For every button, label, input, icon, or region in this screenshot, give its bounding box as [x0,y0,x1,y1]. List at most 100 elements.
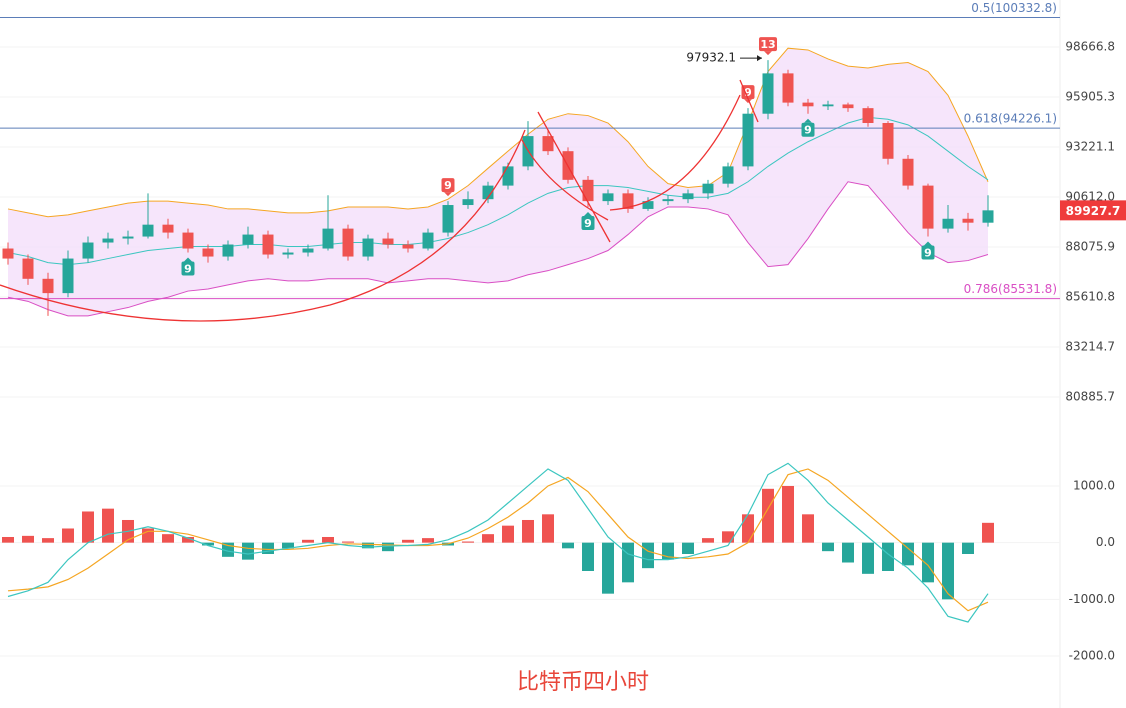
macd-bar [902,542,914,566]
y-tick-label: 93221.1 [1065,139,1115,153]
y-tick-label: 98666.8 [1065,39,1115,53]
candle-body [302,248,314,253]
candle-body [322,228,334,249]
macd-bar [702,538,714,543]
candle-body [862,108,874,123]
candle-body [2,248,14,259]
last-price-label: 89927.7 [1066,204,1121,218]
trend-line [739,79,759,123]
y-tick-label: 0.0 [1096,535,1115,549]
macd-bar [682,542,694,554]
band-upper [7,47,989,218]
td-marker-label: 9 [744,86,752,99]
macd-bar [282,542,294,549]
macd-bar [982,522,994,543]
td-marker-tip [584,211,592,216]
macd-bar [202,542,214,546]
candle-body [362,238,374,257]
td-marker-label: 13 [760,38,775,51]
candle-body [62,258,74,294]
macd-bar [182,536,194,543]
td-marker-label: 9 [804,124,812,137]
candle-body [442,205,454,233]
candle-body [982,210,994,223]
td-marker-tip [804,118,812,123]
td-marker-tip [444,192,452,197]
candle-body [122,236,134,239]
td-marker-label: 9 [444,179,452,192]
macd-bar [242,542,254,560]
candle-body [702,183,714,194]
macd-bar [582,542,594,571]
caption: 比特币四小时 [517,670,649,695]
fib-label: 0.5(100332.8) [971,1,1057,15]
macd-bar [742,514,754,543]
high-label: 97932.1 [686,51,736,65]
macd-bar [802,514,814,543]
macd-bar [482,534,494,543]
td-marker-tip [184,257,192,262]
td-marker [441,178,455,193]
candle-body [382,238,394,245]
candle-body [482,185,494,200]
candle-body [142,224,154,237]
candle-body [602,193,614,202]
candle-body [842,104,854,109]
y-tick-label: 1000.0 [1073,478,1115,492]
candle-body [422,232,434,249]
candle-body [822,104,834,107]
macd-bar [522,519,534,543]
y-tick-label: 85610.8 [1065,290,1115,304]
candle-body [242,234,254,245]
candle-body [762,73,774,114]
macd-bar [322,536,334,543]
macd-bar [82,511,94,543]
td-marker-label: 9 [924,247,932,260]
candle-body [342,228,354,257]
candle-body [742,113,754,167]
candle-body [42,278,54,294]
candle-body [882,122,894,159]
td-marker [759,37,777,52]
td-marker [921,245,935,260]
candle-body [202,248,214,257]
macd-bar [642,542,654,569]
candle-body [162,224,174,233]
macd-bar [782,485,794,543]
candle-body [502,166,514,186]
macd-bar [22,535,34,543]
macd-bar [402,539,414,543]
macd-bar [622,542,634,583]
td-marker-tip [744,99,752,104]
macd-bar [162,534,174,543]
band-mid [7,116,989,266]
drawings [0,79,759,322]
y-tick-label: -2000.0 [1069,649,1115,663]
candle-body [642,201,654,209]
candle-body [82,242,94,259]
macd-bar [2,536,14,543]
macd-bar [822,542,834,552]
macd-bar [62,528,74,543]
candle-body [782,73,794,103]
td-marker-label: 9 [184,263,192,276]
y-tick-label: 80885.7 [1065,390,1115,404]
y-tick-label: 90612.0 [1065,189,1115,203]
macd-bar [882,542,894,571]
candle-body [902,158,914,186]
trend-line [537,111,611,243]
candle-body [102,238,114,243]
macd-bar [342,541,354,543]
macd-bar [302,539,314,543]
high-arrow-head [757,55,762,62]
fib-label: 0.618(94226.1) [964,112,1057,126]
macd-bar [362,542,374,549]
macd-bar [142,528,154,543]
candle-body [582,179,594,202]
macd-bar [602,542,614,594]
macd-bar [42,538,54,543]
macd-bar [382,542,394,552]
macd-bar [422,538,434,543]
td-marker-tip [764,51,772,56]
